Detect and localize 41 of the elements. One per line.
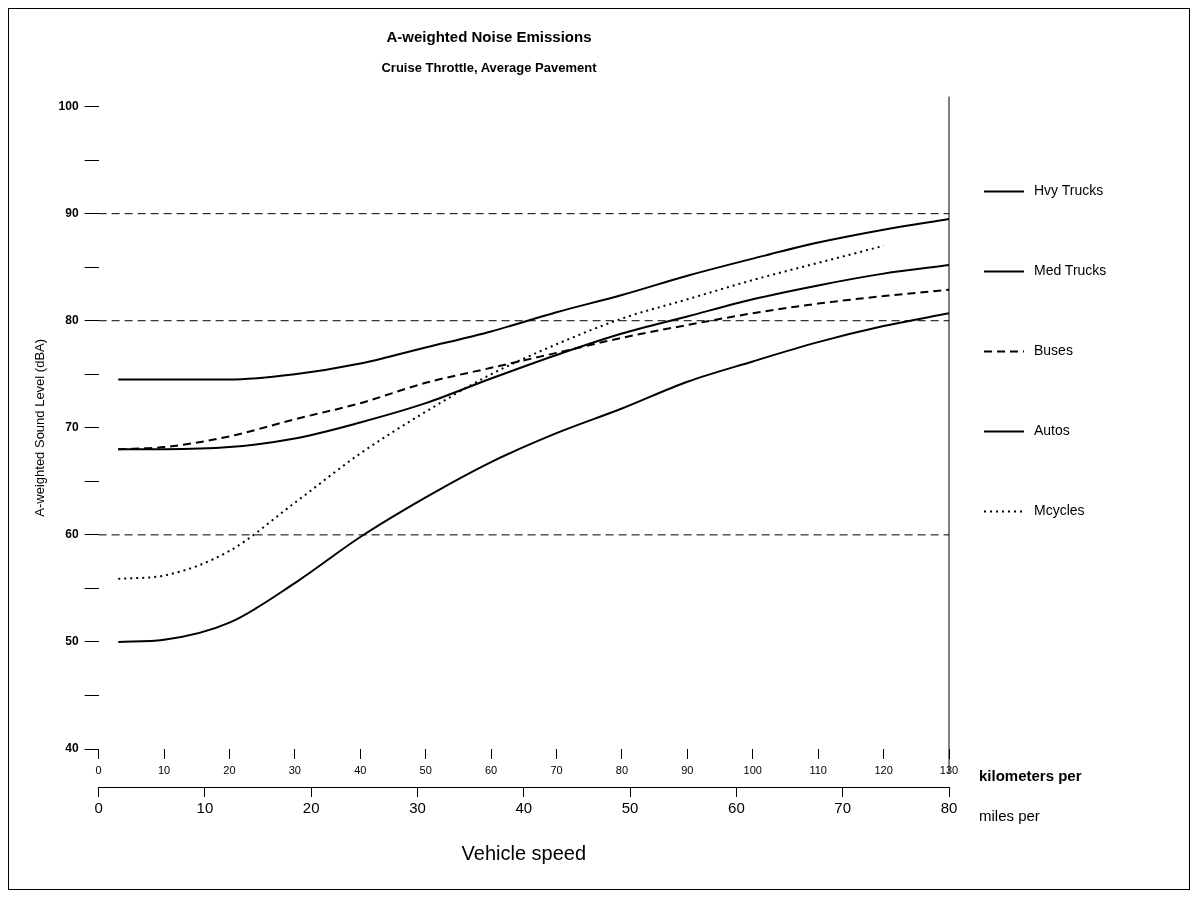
legend-label: Mcycles	[1034, 502, 1085, 519]
y-axis-title: A-weighted Sound Level (dBA)	[32, 338, 48, 517]
legend-label: Med Trucks	[1034, 262, 1107, 279]
x2-tick-label: 80	[940, 799, 958, 817]
x-tick-label: 0	[95, 764, 102, 777]
x-tick-label: 10	[157, 764, 171, 777]
y-tick-label: 90	[65, 205, 79, 220]
legend-label: Autos	[1034, 422, 1070, 439]
x2-tick-label: 0	[94, 799, 103, 817]
x-tick-label: 120	[874, 764, 893, 777]
x2-tick-label: 20	[302, 799, 320, 817]
chart-title: A-weighted Noise Emissions	[386, 28, 592, 46]
x2-tick-label: 40	[515, 799, 533, 817]
y-tick-label: 60	[65, 527, 79, 542]
x-axis-title: kilometers per	[979, 767, 1082, 785]
x-tick-label: 50	[419, 764, 432, 777]
x-tick-label: 130	[939, 764, 959, 777]
x-tick-label: 100	[743, 764, 762, 777]
x-tick-label: 20	[223, 764, 236, 777]
y-tick-label: 50	[65, 634, 79, 649]
x-tick-label: 70	[550, 764, 563, 777]
legend-label: Buses	[1034, 342, 1073, 359]
x2-tick-label: 60	[728, 799, 745, 817]
x-tick-label: 60	[484, 764, 498, 777]
x-tick-label: 30	[288, 764, 301, 777]
y-tick-label: 100	[58, 98, 79, 113]
x-tick-label: 90	[681, 764, 694, 777]
x-tick-label: 80	[615, 764, 629, 777]
y-tick-label: 80	[65, 313, 79, 328]
y-tick-label: 40	[65, 741, 79, 756]
x2-tick-label: 30	[409, 799, 426, 817]
x2-tick-label: 70	[834, 799, 852, 817]
x2-tick-label: 50	[621, 799, 639, 817]
legend-label: Hvy Trucks	[1034, 182, 1104, 199]
x-tick-label: 110	[809, 764, 827, 777]
text: Vehicle speed	[461, 841, 587, 864]
x2-axis-title: miles per	[979, 807, 1040, 825]
x2-tick-label: 10	[196, 799, 214, 817]
x-tick-label: 40	[354, 764, 367, 777]
y-tick-label: 70	[65, 420, 79, 435]
chart-subtitle: Cruise Throttle, Average Pavement	[381, 60, 598, 76]
